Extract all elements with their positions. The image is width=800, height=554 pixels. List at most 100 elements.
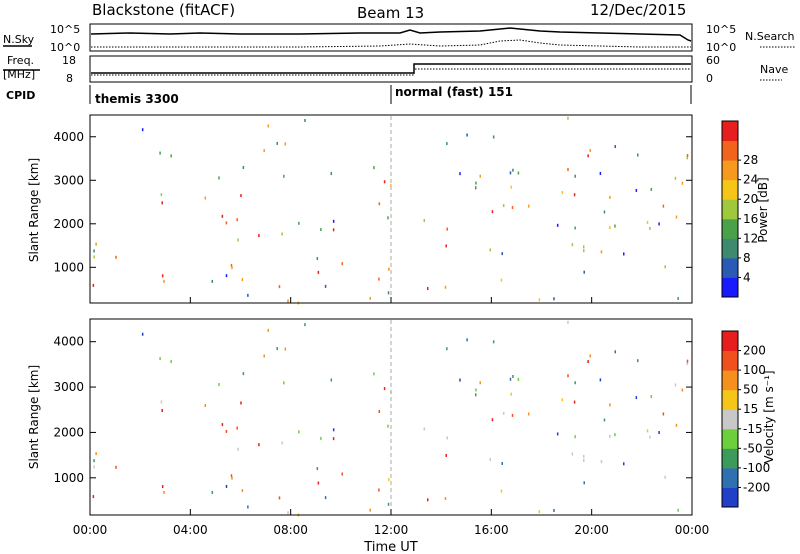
freq-label: Freq. [7,54,34,67]
y-tick-label: 4000 [53,130,84,144]
radar-echo-cell [231,476,233,480]
radar-echo-cell [556,432,559,436]
cpid-label: CPID [6,89,35,102]
radar-echo-cell [501,252,503,256]
radar-echo-cell [675,215,678,219]
y-tick-label: 4000 [53,335,84,349]
radar-echo-cell [298,221,300,225]
radar-echo-cell [387,291,390,295]
radar-echo-cell [304,323,306,327]
radar-echo-cell [466,133,468,137]
radar-echo-cell [204,196,207,200]
radar-echo-cell [320,436,322,440]
radar-echo-cell [674,176,677,180]
y-tick-label: 1000 [53,260,84,274]
radar-echo-cell [163,490,165,494]
colorbar-segment [722,199,738,220]
nsky-label: N.Sky [3,33,35,46]
radar-echo-cell [583,458,585,462]
station-title: Blackstone (fitACF) [92,1,235,19]
radar-echo-cell [378,488,380,492]
radar-echo-cell [263,149,265,153]
radar-echo-cell [426,287,429,291]
radar-echo-cell [502,204,505,208]
power-colorbar: 4 8 12 16 20 24 28 [721,120,758,298]
radar-echo-cell [240,401,242,405]
radar-echo-cell [281,232,283,236]
radar-echo-cell [491,210,494,214]
radar-echo-cell [93,255,95,259]
radar-echo-cell [650,187,653,191]
radar-echo-cell [553,509,555,513]
nave-tick-bottom: 0 [706,72,713,85]
radar-echo-cell [373,372,375,376]
radar-echo-cell [574,226,576,230]
count-tick-top-right: 10^5 [706,23,736,36]
radar-echo-cell [492,135,495,139]
nave-label: Nave [760,63,788,76]
y-tick-label: 3000 [53,173,84,187]
radar-echo-cell [267,328,269,332]
colorbar-segment [722,389,738,410]
radar-echo-cell [622,462,625,466]
radar-echo-cell [221,214,224,218]
radar-echo-cell [646,429,649,433]
radar-echo-cell [466,338,468,342]
radar-echo-cell [284,142,287,146]
radar-echo-cell [600,250,603,254]
radar-echo-cell [686,359,689,363]
radar-echo-cell [517,171,520,175]
colorbar-segment [722,448,738,469]
nave-series-line [91,68,691,76]
velocity-y-axis: 1000 2000 3000 4000 [53,335,692,485]
radar-echo-cell [387,424,389,428]
radar-echo-cell [258,234,260,238]
radar-echo-cell [423,219,426,223]
radar-echo-cell [589,148,592,152]
colorbar-segment [722,160,738,181]
radar-echo-cell [141,128,144,132]
radar-echo-cell [93,459,95,463]
radar-echo-cell [510,392,512,396]
radar-echo-cell [390,183,392,187]
radar-echo-cell [677,296,679,300]
radar-echo-cell [383,180,386,184]
count-panel: N.Sky 10^5 10^0 10^5 10^0 N.Search [3,23,795,54]
colorbar-frame [721,330,739,508]
radar-echo-cell [492,340,495,344]
radar-echo-cell [163,279,165,283]
radar-echo-cell [170,360,172,364]
x-tick-label: 00:00 [73,523,108,537]
radar-echo-cell [92,283,95,287]
radar-echo-cell [241,278,244,282]
radar-echo-cell [622,252,625,256]
radar-echo-cell [538,298,541,302]
radar-echo-cell [658,431,660,435]
colorbar-tick-label: 28 [743,153,758,167]
radar-echo-cell [287,511,289,515]
power-y-axis: 1000 2000 3000 4000 [53,130,692,274]
radar-echo-cell [635,396,638,400]
colorbar-segment [722,467,738,488]
radar-echo-cell [614,350,617,354]
radar-echo-cell [609,195,611,199]
radar-echo-cell [247,505,249,509]
radar-echo-cell [231,266,233,270]
radar-echo-cell [475,181,477,185]
radar-echo-cell [369,508,371,512]
radar-echo-cell [332,228,335,232]
radar-echo-cell [538,510,541,514]
radar-echo-cell [283,174,285,178]
radar-echo-cell [387,216,389,220]
colorbar-tick-label: 200 [743,344,766,358]
radar-echo-cell [567,116,569,120]
velocity-colorbar-label: Velocity [m s⁻¹] [762,370,776,463]
radar-echo-cell [573,400,576,404]
radar-echo-cell [426,498,429,502]
radar-echo-cell [500,278,503,282]
radar-echo-cell [230,474,233,478]
radar-echo-cell [446,436,449,440]
cpid-program-1: themis 3300 [95,92,179,106]
radar-echo-cell [211,490,214,494]
radar-echo-cell [304,118,306,122]
